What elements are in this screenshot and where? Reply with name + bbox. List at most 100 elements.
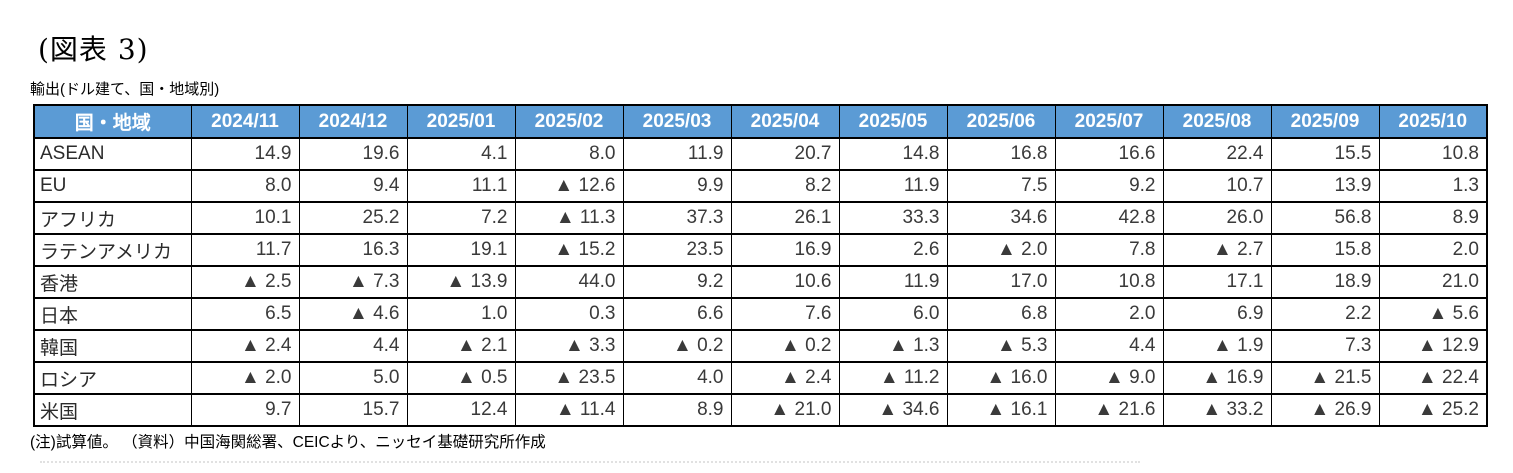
value-cell: ▲ 21.0 <box>730 393 840 427</box>
value-cell: ▲ 0.2 <box>730 329 840 363</box>
value-cell: 7.6 <box>730 297 840 331</box>
value-cell: 11.9 <box>838 265 948 299</box>
value-cell: ▲ 16.1 <box>946 393 1056 427</box>
value-cell: 10.1 <box>190 201 300 235</box>
value-cell: ▲ 11.2 <box>838 361 948 395</box>
table-row: 香港 ▲ 2.5 ▲ 7.3 ▲ 13.9 44.0 9.2 10.6 11.9 17.0 10.… <box>33 265 1488 299</box>
value-cell: 7.5 <box>946 169 1056 203</box>
value-cell: 6.9 <box>1162 297 1272 331</box>
value-cell: 16.9 <box>730 233 840 267</box>
value-cell: ▲ 23.5 <box>514 361 624 395</box>
month-column-header: 2025/03 <box>622 104 732 139</box>
value-cell: 11.1 <box>406 169 516 203</box>
value-cell: ▲ 12.9 <box>1378 329 1488 363</box>
value-cell: ▲ 21.5 <box>1270 361 1380 395</box>
value-cell: ▲ 34.6 <box>838 393 948 427</box>
value-cell: ▲ 2.7 <box>1162 233 1272 267</box>
value-cell: ▲ 4.6 <box>298 297 408 331</box>
figure-title: (図表 3) <box>38 33 149 66</box>
value-cell: 9.2 <box>1054 169 1164 203</box>
value-cell: 16.6 <box>1054 137 1164 171</box>
value-cell: 9.2 <box>622 265 732 299</box>
value-cell: 23.5 <box>622 233 732 267</box>
value-cell: 42.8 <box>1054 201 1164 235</box>
value-cell: ▲ 7.3 <box>298 265 408 299</box>
value-cell: 10.6 <box>730 265 840 299</box>
value-cell: 16.3 <box>298 233 408 267</box>
value-cell: 26.0 <box>1162 201 1272 235</box>
month-column-header: 2025/06 <box>946 104 1056 139</box>
value-cell: 6.0 <box>838 297 948 331</box>
value-cell: 6.5 <box>190 297 300 331</box>
value-cell: 8.9 <box>622 393 732 427</box>
value-cell: ▲ 13.9 <box>406 265 516 299</box>
value-cell: 4.4 <box>1054 329 1164 363</box>
value-cell: 33.3 <box>838 201 948 235</box>
value-cell: 15.5 <box>1270 137 1380 171</box>
value-cell: ▲ 2.4 <box>730 361 840 395</box>
value-cell: 10.8 <box>1378 137 1488 171</box>
value-cell: ▲ 16.0 <box>946 361 1056 395</box>
value-cell: 15.7 <box>298 393 408 427</box>
value-cell: 25.2 <box>298 201 408 235</box>
value-cell: 56.8 <box>1270 201 1380 235</box>
month-column-header: 2024/11 <box>190 104 300 139</box>
month-column-header: 2025/08 <box>1162 104 1272 139</box>
value-cell: 5.0 <box>298 361 408 395</box>
value-cell: 8.0 <box>190 169 300 203</box>
value-cell: ▲ 1.3 <box>838 329 948 363</box>
cutoff-text-artifact <box>40 461 1140 465</box>
value-cell: 0.3 <box>514 297 624 331</box>
figure-subtitle: 輸出(ドル建て、国・地域別) <box>30 81 220 98</box>
value-cell: ▲ 5.6 <box>1378 297 1488 331</box>
value-cell: ▲ 2.1 <box>406 329 516 363</box>
table-row: 米国 9.7 15.7 12.4 ▲ 11.4 8.9 ▲ 21.0 ▲ 34.6 ▲ 16.1… <box>33 393 1488 427</box>
table-row: ASEAN 14.9 19.6 4.1 8.0 11.9 20.7 14.8 16.8 16.6 2… <box>33 137 1488 171</box>
value-cell: 4.4 <box>298 329 408 363</box>
value-cell: ▲ 26.9 <box>1270 393 1380 427</box>
value-cell: 7.3 <box>1270 329 1380 363</box>
value-cell: 26.1 <box>730 201 840 235</box>
value-cell: 10.7 <box>1162 169 1272 203</box>
value-cell: 4.1 <box>406 137 516 171</box>
value-cell: ▲ 12.6 <box>514 169 624 203</box>
value-cell: 11.7 <box>190 233 300 267</box>
value-cell: ▲ 1.9 <box>1162 329 1272 363</box>
table-row: 韓国 ▲ 2.4 4.4 ▲ 2.1 ▲ 3.3 ▲ 0.2 ▲ 0.2 ▲ 1.3 ▲ 5.3… <box>33 329 1488 363</box>
value-cell: 1.3 <box>1378 169 1488 203</box>
value-cell: 12.4 <box>406 393 516 427</box>
month-column-header: 2024/12 <box>298 104 408 139</box>
month-column-header: 2025/02 <box>514 104 624 139</box>
month-column-header: 2025/05 <box>838 104 948 139</box>
value-cell: ▲ 25.2 <box>1378 393 1488 427</box>
value-cell: ▲ 16.9 <box>1162 361 1272 395</box>
region-label: ロシア <box>33 361 192 395</box>
value-cell: ▲ 2.0 <box>946 233 1056 267</box>
value-cell: ▲ 21.6 <box>1054 393 1164 427</box>
region-label: 日本 <box>33 297 192 331</box>
figure-note: (注)試算値。 （資料）中国海関総署、CEICより、ニッセイ基礎研究所作成 <box>30 434 546 451</box>
value-cell: 22.4 <box>1162 137 1272 171</box>
value-cell: ▲ 3.3 <box>514 329 624 363</box>
value-cell: ▲ 11.4 <box>514 393 624 427</box>
value-cell: 1.0 <box>406 297 516 331</box>
value-cell: 17.1 <box>1162 265 1272 299</box>
value-cell: ▲ 0.2 <box>622 329 732 363</box>
value-cell: 17.0 <box>946 265 1056 299</box>
region-label: ラテンアメリカ <box>33 233 192 267</box>
table-body: ASEAN 14.9 19.6 4.1 8.0 11.9 20.7 14.8 16.8 16.6 2… <box>33 137 1488 427</box>
value-cell: 14.9 <box>190 137 300 171</box>
value-cell: 6.6 <box>622 297 732 331</box>
value-cell: 9.9 <box>622 169 732 203</box>
value-cell: 44.0 <box>514 265 624 299</box>
month-column-header: 2025/01 <box>406 104 516 139</box>
region-column-header: 国・地域 <box>33 104 192 139</box>
table-row: ラテンアメリカ 11.7 16.3 19.1 ▲ 15.2 23.5 16.9 2.6 ▲ 2.… <box>33 233 1488 267</box>
table-row: ロシア ▲ 2.0 5.0 ▲ 0.5 ▲ 23.5 4.0 ▲ 2.4 ▲ 11.2 ▲ 16… <box>33 361 1488 395</box>
month-column-header: 2025/07 <box>1054 104 1164 139</box>
value-cell: 8.9 <box>1378 201 1488 235</box>
value-cell: 2.6 <box>838 233 948 267</box>
value-cell: 21.0 <box>1378 265 1488 299</box>
value-cell: 11.9 <box>622 137 732 171</box>
